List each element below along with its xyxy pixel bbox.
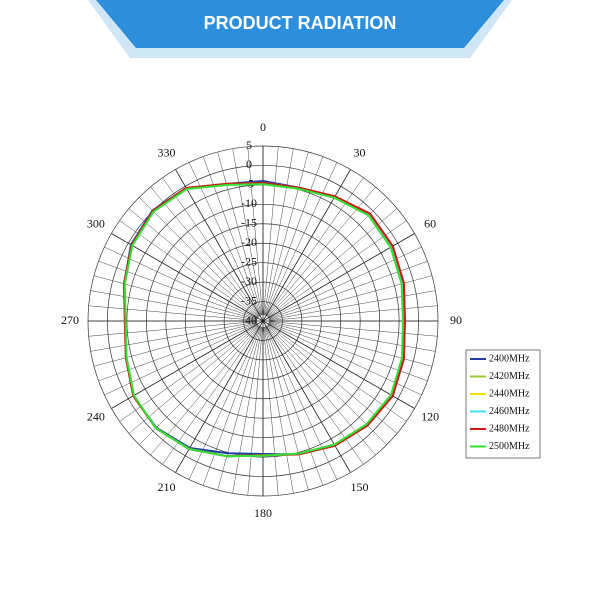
minor-spoke	[150, 325, 260, 456]
minor-spoke	[268, 322, 433, 367]
spoke	[175, 169, 264, 322]
minor-spoke	[162, 325, 260, 465]
minor-spoke	[267, 197, 387, 317]
spoke	[111, 320, 264, 409]
minor-spoke	[264, 156, 324, 316]
minor-spoke	[119, 324, 259, 422]
radial-tick-label: 0	[246, 157, 252, 171]
radial-tick-label: -30	[241, 274, 257, 288]
minor-spoke	[128, 324, 259, 434]
minor-spoke	[139, 325, 259, 445]
legend-label: 2460MHz	[489, 406, 530, 417]
minor-spoke	[247, 146, 263, 316]
radial-tick-label: -35	[241, 293, 257, 307]
angle-label: 150	[351, 480, 369, 494]
minor-spoke	[263, 326, 279, 496]
angle-label: 270	[61, 313, 79, 327]
legend-label: 2420MHz	[489, 371, 530, 382]
minor-spoke	[266, 325, 364, 465]
angle-label: 300	[87, 216, 105, 230]
minor-spoke	[88, 321, 258, 337]
angle-label: 330	[158, 146, 176, 160]
minor-spoke	[268, 321, 438, 337]
minor-spoke	[93, 275, 258, 320]
spoke	[262, 320, 351, 473]
minor-spoke	[266, 177, 364, 317]
minor-spoke	[267, 324, 407, 422]
minor-spoke	[128, 208, 259, 318]
page-title: PRODUCT RADIATION	[204, 13, 397, 33]
minor-spoke	[268, 290, 436, 321]
minor-spoke	[232, 148, 263, 316]
minor-spoke	[265, 326, 338, 480]
minor-spoke	[119, 220, 259, 318]
radial-tick-label: -15	[241, 216, 257, 230]
minor-spoke	[263, 146, 279, 316]
minor-spoke	[188, 326, 261, 480]
minor-spoke	[202, 156, 262, 316]
minor-spoke	[266, 325, 376, 456]
angle-label: 120	[421, 409, 439, 423]
angle-label: 30	[354, 146, 366, 160]
minor-spoke	[264, 326, 309, 491]
angle-label: 210	[158, 480, 176, 494]
spoke	[262, 233, 415, 322]
radial-tick-label: -10	[241, 196, 257, 210]
minor-spoke	[217, 151, 262, 316]
spoke	[111, 233, 264, 322]
minor-spoke	[268, 275, 433, 320]
minor-spoke	[264, 151, 309, 316]
angle-label: 0	[260, 120, 266, 134]
minor-spoke	[217, 326, 262, 491]
angle-label: 60	[424, 216, 436, 230]
minor-spoke	[263, 148, 294, 316]
minor-spoke	[93, 322, 258, 367]
header-banner	[96, 0, 504, 48]
minor-spoke	[90, 321, 258, 352]
minor-spoke	[268, 321, 436, 352]
angle-label: 180	[254, 506, 272, 520]
minor-spoke	[98, 260, 258, 320]
minor-spoke	[150, 186, 260, 317]
minor-spoke	[98, 322, 258, 382]
radial-tick-label: 5	[246, 138, 252, 152]
legend-label: 2440MHz	[489, 388, 530, 399]
minor-spoke	[162, 177, 260, 317]
angle-label: 90	[450, 313, 462, 327]
minor-spoke	[264, 326, 324, 486]
radial-tick-label: -25	[241, 254, 257, 268]
minor-spoke	[232, 326, 263, 494]
minor-spoke	[90, 290, 258, 321]
minor-spoke	[202, 326, 262, 486]
legend-label: 2500MHz	[489, 441, 530, 452]
minor-spoke	[247, 326, 263, 496]
series-line	[123, 183, 404, 458]
minor-spoke	[265, 162, 338, 316]
spoke	[262, 169, 351, 322]
angle-label: 240	[87, 409, 105, 423]
radial-tick-label: -20	[241, 235, 257, 249]
radial-tick-label: -40	[241, 313, 257, 327]
minor-spoke	[139, 197, 259, 317]
legend-box	[465, 349, 541, 459]
legend-label: 2400MHz	[489, 353, 530, 364]
legend-label: 2480MHz	[489, 423, 530, 434]
minor-spoke	[267, 325, 387, 445]
minor-spoke	[268, 305, 438, 321]
spoke	[262, 320, 415, 409]
minor-spoke	[263, 326, 294, 494]
minor-spoke	[88, 305, 258, 321]
